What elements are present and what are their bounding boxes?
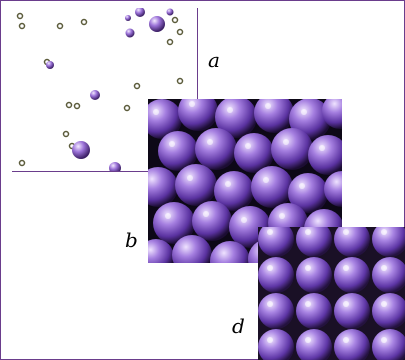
panel-label-d: d [232,314,245,338]
panel-d-ordered-spheres [258,227,405,360]
panel-label-b: b [125,228,138,252]
dilute-particles-graphic [16,8,184,171]
ordered-particles-graphic [258,227,405,360]
panel-label-a: a [208,48,220,72]
panel-a-dilute-spheres [12,8,198,172]
